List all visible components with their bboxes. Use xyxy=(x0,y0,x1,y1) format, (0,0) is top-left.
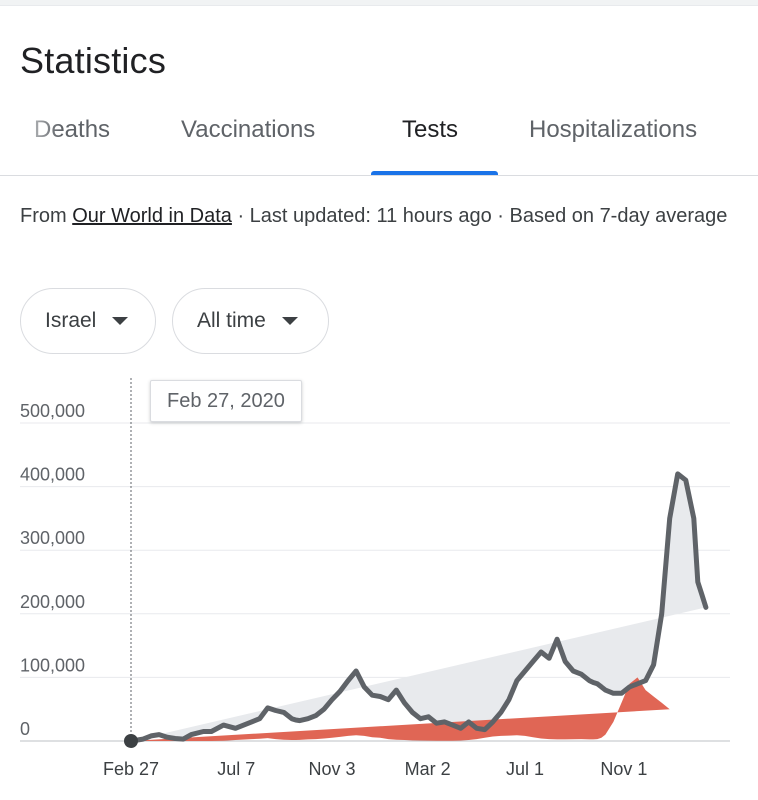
positive-area xyxy=(131,677,670,741)
x-tick-label: Mar 2 xyxy=(405,759,451,779)
source-link[interactable]: Our World in Data xyxy=(72,205,232,227)
hover-marker xyxy=(124,734,138,748)
caret-down-icon xyxy=(112,317,129,325)
region-dropdown-label: Israel xyxy=(45,309,97,332)
tab-deaths[interactable]: Deaths xyxy=(34,116,111,143)
chart-tooltip: Feb 27, 2020 xyxy=(150,380,302,422)
page-title: Statistics xyxy=(20,40,167,81)
x-tick-label: Jul 7 xyxy=(217,759,255,779)
x-tick-label: Jul 1 xyxy=(506,759,544,779)
tab-vaccinations[interactable]: Vaccinations xyxy=(181,116,316,143)
x-tick-label: Nov 3 xyxy=(308,759,355,779)
x-tick-label: Nov 1 xyxy=(600,759,647,779)
y-tick-label: 200,000 xyxy=(20,592,85,612)
tooltip-date: Feb 27, 2020 xyxy=(167,389,285,412)
y-tick-label: 400,000 xyxy=(20,465,85,485)
region-dropdown[interactable]: Israel xyxy=(20,288,156,354)
active-tab-indicator xyxy=(371,171,498,175)
y-tick-label: 500,000 xyxy=(20,401,85,421)
y-tick-label: 300,000 xyxy=(20,528,85,548)
chart-canvas: 500,000 400,000 300,000 200,000 100,000 0 Feb … xyxy=(20,378,730,779)
time-range-dropdown[interactable]: All time xyxy=(172,288,329,354)
y-tick-label: 100,000 xyxy=(20,655,85,675)
tab-bar: Deaths Vaccinations Tests Hospitalizatio… xyxy=(0,100,758,176)
caret-down-icon xyxy=(281,317,298,325)
tab-hospitalizations[interactable]: Hospitalizations xyxy=(529,116,698,143)
tests-chart[interactable]: 500,000 400,000 300,000 200,000 100,000 0 Feb … xyxy=(0,370,758,800)
tab-tests[interactable]: Tests xyxy=(402,116,459,143)
y-tick-label: 0 xyxy=(20,719,30,739)
time-range-dropdown-label: All time xyxy=(197,309,266,332)
x-tick-label: Feb 27 xyxy=(103,759,159,779)
tests-line xyxy=(128,471,709,744)
top-strip xyxy=(0,0,758,6)
tests-area xyxy=(131,473,706,741)
source-updated: · Last updated: 11 hours ago · Based on … xyxy=(231,205,728,227)
source-line: From Our World in Data · Last updated: 1… xyxy=(20,201,740,231)
source-prefix: From xyxy=(20,205,73,227)
